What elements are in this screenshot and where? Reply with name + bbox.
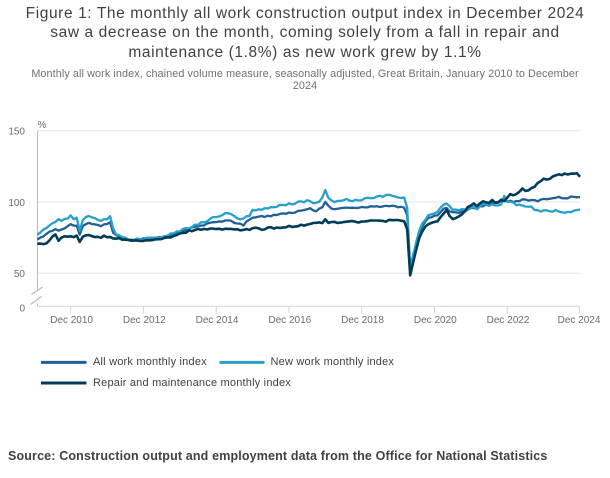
svg-text:0: 0: [19, 303, 25, 314]
svg-text:Dec 2022: Dec 2022: [487, 315, 530, 326]
svg-text:Dec 2014: Dec 2014: [196, 315, 239, 326]
svg-text:Dec 2020: Dec 2020: [414, 315, 457, 326]
svg-text:Dec 2016: Dec 2016: [268, 315, 311, 326]
svg-text:Dec 2024: Dec 2024: [558, 315, 601, 326]
svg-text:Dec 2012: Dec 2012: [123, 315, 166, 326]
svg-text:Dec 2010: Dec 2010: [50, 315, 93, 326]
svg-text:150: 150: [8, 127, 25, 138]
svg-text:Dec 2018: Dec 2018: [341, 315, 384, 326]
svg-text:100: 100: [8, 198, 25, 209]
svg-text:50: 50: [14, 269, 26, 280]
svg-text:%: %: [38, 120, 47, 131]
